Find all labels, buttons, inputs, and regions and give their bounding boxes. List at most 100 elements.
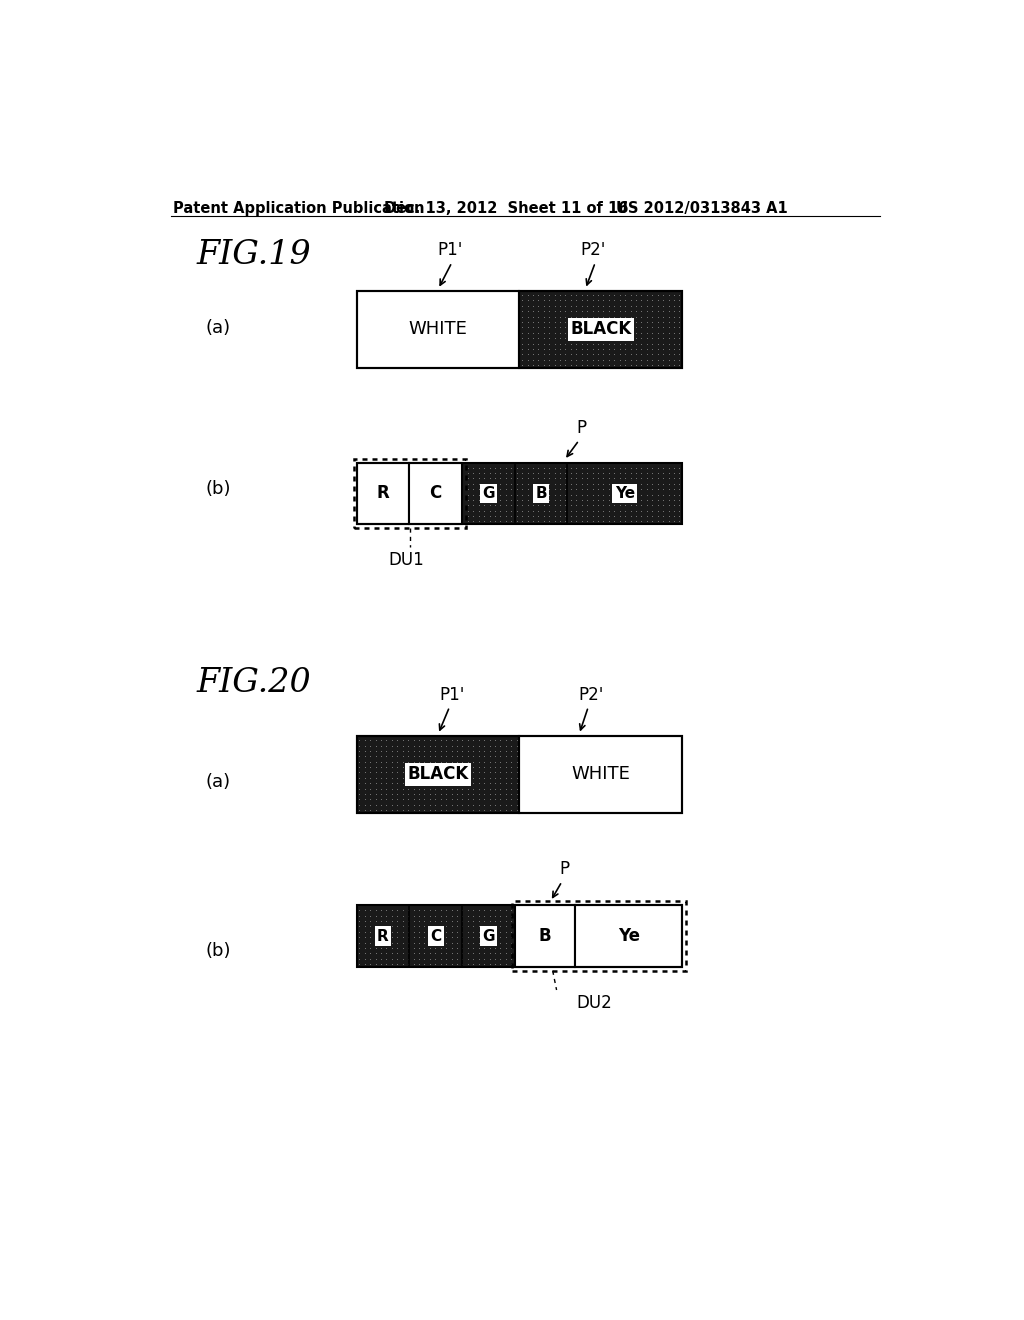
- Point: [486, 500, 503, 521]
- Point: [666, 322, 682, 343]
- Point: [486, 756, 503, 777]
- Point: [411, 948, 427, 969]
- Point: [400, 953, 417, 974]
- Point: [356, 906, 373, 927]
- Point: [443, 479, 460, 500]
- Point: [438, 762, 455, 783]
- Point: [509, 479, 525, 500]
- Point: [563, 948, 580, 969]
- Point: [623, 338, 639, 359]
- Point: [514, 457, 530, 478]
- Point: [595, 484, 611, 506]
- Point: [568, 296, 585, 317]
- Point: [557, 462, 573, 483]
- Point: [486, 730, 503, 751]
- Point: [628, 927, 644, 948]
- Point: [552, 290, 568, 312]
- Point: [432, 462, 449, 483]
- Point: [449, 767, 465, 788]
- Point: [623, 306, 639, 327]
- Point: [519, 317, 536, 338]
- Point: [606, 322, 623, 343]
- Point: [573, 473, 590, 494]
- Point: [481, 762, 498, 783]
- Point: [666, 937, 682, 958]
- Point: [465, 932, 481, 953]
- Point: [476, 916, 493, 937]
- Point: [411, 490, 427, 511]
- Point: [362, 948, 379, 969]
- Point: [378, 942, 394, 964]
- Point: [519, 506, 536, 527]
- Point: [460, 506, 476, 527]
- Point: [400, 479, 417, 500]
- Point: [524, 350, 541, 371]
- Point: [455, 906, 471, 927]
- Point: [579, 906, 595, 927]
- Point: [623, 916, 639, 937]
- Point: [563, 490, 580, 511]
- Point: [465, 484, 481, 506]
- Point: [432, 495, 449, 516]
- Point: [389, 795, 406, 816]
- Point: [438, 751, 455, 772]
- Point: [579, 479, 595, 500]
- Point: [671, 350, 687, 371]
- Point: [590, 937, 606, 958]
- Point: [486, 927, 503, 948]
- Bar: [356, 462, 410, 524]
- Point: [362, 462, 379, 483]
- Point: [406, 756, 422, 777]
- Point: [628, 937, 644, 958]
- Point: [432, 942, 449, 964]
- Point: [568, 932, 585, 953]
- Point: [514, 296, 530, 317]
- Point: [617, 296, 634, 317]
- Point: [498, 511, 514, 532]
- Point: [617, 343, 634, 364]
- Point: [639, 932, 655, 953]
- Point: [519, 942, 536, 964]
- Point: [557, 343, 573, 364]
- Point: [476, 473, 493, 494]
- Point: [389, 506, 406, 527]
- Point: [400, 767, 417, 788]
- Point: [617, 457, 634, 478]
- Point: [666, 900, 682, 921]
- Point: [368, 495, 384, 516]
- Point: [394, 948, 411, 969]
- Point: [655, 462, 672, 483]
- Point: [455, 751, 471, 772]
- Point: [422, 756, 438, 777]
- Point: [644, 511, 660, 532]
- Point: [623, 462, 639, 483]
- Point: [503, 751, 519, 772]
- Point: [449, 795, 465, 816]
- Point: [617, 355, 634, 376]
- Point: [524, 479, 541, 500]
- Point: [557, 921, 573, 942]
- Point: [585, 506, 601, 527]
- Point: [514, 322, 530, 343]
- Point: [590, 479, 606, 500]
- Point: [530, 911, 547, 932]
- Point: [411, 751, 427, 772]
- Point: [373, 953, 389, 974]
- Point: [362, 746, 379, 767]
- Point: [617, 900, 634, 921]
- Point: [416, 730, 432, 751]
- Point: [530, 921, 547, 942]
- Point: [373, 937, 389, 958]
- Point: [617, 462, 634, 483]
- Point: [389, 953, 406, 974]
- Point: [585, 921, 601, 942]
- Point: [389, 490, 406, 511]
- Point: [579, 495, 595, 516]
- Point: [671, 942, 687, 964]
- Point: [644, 484, 660, 506]
- Point: [368, 741, 384, 762]
- Point: [660, 317, 677, 338]
- Point: [623, 457, 639, 478]
- Point: [655, 511, 672, 532]
- Point: [595, 932, 611, 953]
